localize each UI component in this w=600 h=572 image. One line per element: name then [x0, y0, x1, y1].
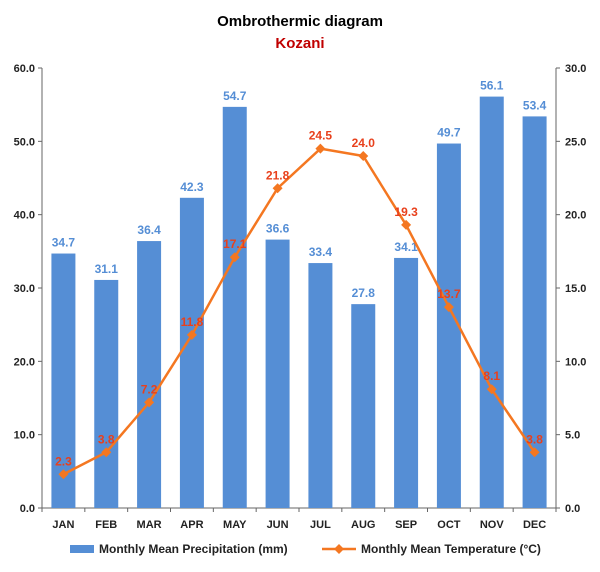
precipitation-value-label: 34.7 [52, 236, 76, 250]
plot-area [41, 68, 557, 509]
temperature-value-label: 11.8 [181, 315, 204, 329]
legend-precipitation-label: Monthly Mean Precipitation (mm) [99, 542, 288, 556]
temperature-marker [229, 252, 240, 263]
temperature-value-label: 2.3 [55, 454, 72, 468]
temperature-marker [144, 397, 155, 408]
left-tick-label: 60.0 [14, 63, 35, 75]
right-axis: 0.0 5.0 10.0 15.0 20.0 25.0 30.0 [556, 63, 586, 515]
temperature-value-label: 3.8 [526, 432, 543, 446]
category-label: JUN [267, 519, 289, 531]
precipitation-bar [94, 279, 119, 508]
left-tick-label: 0.0 [20, 503, 35, 515]
precipitation-value-label: 33.4 [309, 245, 333, 259]
temperature-marker [272, 183, 283, 194]
category-label: NOV [480, 519, 505, 531]
right-tick-label: 5.0 [565, 430, 580, 442]
precipitation-bar [265, 239, 290, 508]
precipitation-bar [51, 253, 76, 508]
temperature-marker [401, 219, 412, 230]
temperature-marker [101, 447, 112, 458]
temperature-marker [58, 469, 69, 480]
precipitation-value-label: 36.4 [137, 223, 161, 237]
precipitation-bar [522, 116, 547, 509]
temperature-value-label: 24.5 [309, 129, 333, 143]
temperature-value-label: 17.1 [223, 237, 247, 251]
right-tick-label: 30.0 [565, 63, 586, 75]
temperature-marker [529, 447, 540, 458]
chart-subtitle: Kozani [275, 35, 324, 52]
right-tick-label: 25.0 [565, 136, 586, 148]
left-tick-label: 30.0 [14, 283, 35, 295]
precipitation-value-label: 53.4 [523, 98, 547, 112]
precipitation-value-label: 27.8 [352, 286, 376, 300]
left-tick-label: 50.0 [14, 136, 35, 148]
right-tick-label: 20.0 [565, 210, 586, 222]
precipitation-bar [394, 257, 419, 508]
precipitation-value-label: 56.1 [480, 79, 504, 93]
legend-temperature-marker [334, 544, 344, 554]
temperature-value-label: 8.1 [483, 369, 500, 383]
category-label: MAY [223, 519, 247, 531]
left-tick-label: 40.0 [14, 210, 35, 222]
left-axis: 0.0 10.0 20.0 30.0 40.0 50.0 60.0 [14, 63, 42, 515]
temperature-marker [358, 151, 369, 161]
temperature-marker [186, 329, 197, 340]
temperature-value-label: 13.7 [437, 287, 461, 301]
temperature-value-label: 19.3 [394, 205, 418, 219]
precipitation-bars: 34.7 31.1 36.4 42.3 54.7 36.6 33.4 27.8 34.1 49.7… [51, 79, 547, 509]
precipitation-value-label: 54.7 [223, 89, 247, 103]
precipitation-bar [479, 96, 504, 508]
category-label: SEP [395, 519, 417, 531]
category-label: DEC [523, 519, 546, 531]
precipitation-bar [222, 106, 247, 508]
right-tick-label: 10.0 [565, 356, 586, 368]
legend-precipitation-swatch [70, 545, 94, 553]
right-tick-label: 15.0 [565, 283, 586, 295]
temperature-marker [315, 143, 326, 154]
left-tick-label: 20.0 [14, 356, 35, 368]
precipitation-value-label: 49.7 [437, 126, 461, 140]
temperature-value-label: 24.0 [352, 136, 376, 150]
precipitation-bar [308, 263, 333, 508]
category-label: MAR [137, 519, 162, 531]
temperature-line-path [62, 147, 536, 476]
precipitation-value-label: 42.3 [180, 180, 204, 194]
temperature-value-label: 21.8 [266, 168, 290, 182]
temperature-value-label: 3.8 [98, 432, 115, 446]
temperature-line: 2.3 3.8 7.2 11.8 17.1 21.8 24.5 24.0 19.3 13.7 8.1… [55, 129, 543, 480]
category-label: AUG [351, 519, 375, 531]
precipitation-bar [179, 197, 204, 509]
category-label: OCT [437, 519, 461, 531]
category-label: JUL [310, 519, 331, 531]
precipitation-bar [351, 304, 376, 508]
chart-title: Ombrothermic diagram [217, 13, 383, 30]
temperature-marker [486, 384, 497, 395]
category-label: APR [180, 519, 203, 531]
temperature-marker [443, 302, 454, 313]
precipitation-value-label: 36.6 [266, 222, 290, 236]
precipitation-bar [436, 143, 461, 509]
precipitation-bar [137, 241, 162, 509]
legend: Monthly Mean Precipitation (mm) Monthly M… [70, 542, 541, 556]
precipitation-value-label: 34.1 [394, 240, 418, 254]
precipitation-value-label: 31.1 [95, 262, 119, 276]
right-tick-label: 0.0 [565, 503, 580, 515]
left-tick-label: 10.0 [14, 430, 35, 442]
temperature-value-label: 7.2 [141, 382, 158, 396]
legend-temperature-label: Monthly Mean Temperature (°C) [361, 542, 541, 556]
category-label: JAN [52, 519, 74, 531]
category-label: FEB [95, 519, 117, 531]
category-axis: JAN FEB MAR APR MAY JUN JUL AUG SEP OCT NOV DEC [41, 508, 557, 531]
